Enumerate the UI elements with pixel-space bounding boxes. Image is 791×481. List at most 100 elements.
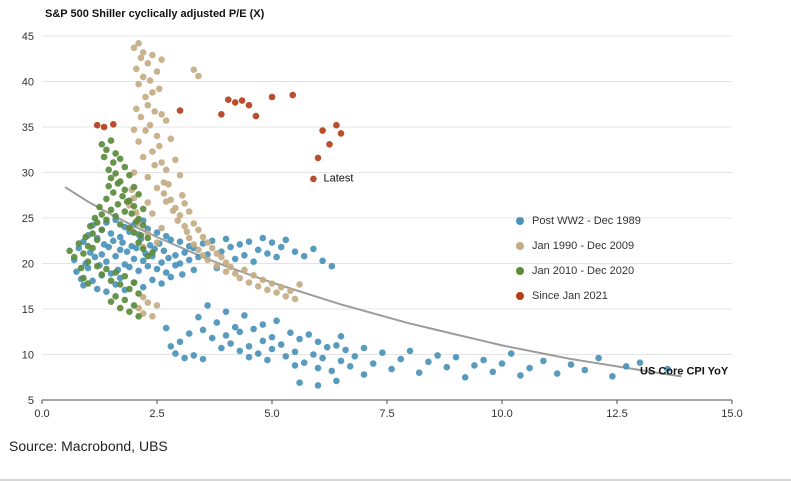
data-point <box>121 296 129 304</box>
data-point <box>151 161 158 169</box>
data-point <box>103 195 110 203</box>
data-point <box>162 324 170 332</box>
data-point <box>323 343 331 351</box>
data-point <box>98 141 106 148</box>
data-point <box>107 298 115 306</box>
data-point <box>89 230 96 237</box>
data-point <box>245 279 253 286</box>
data-point <box>181 354 188 362</box>
data-point <box>195 246 202 254</box>
data-point <box>139 73 147 81</box>
data-point <box>179 192 186 199</box>
data-point <box>146 242 154 249</box>
x-tick-label: 2.5 <box>149 408 164 420</box>
y-tick-label: 10 <box>22 350 34 362</box>
data-point <box>130 44 138 52</box>
data-point <box>153 68 161 75</box>
data-point <box>213 262 221 270</box>
data-point <box>158 159 165 166</box>
data-point <box>236 347 244 355</box>
data-point <box>342 346 349 354</box>
data-point <box>241 252 248 259</box>
data-point <box>181 200 188 207</box>
data-point <box>128 210 135 217</box>
x-tick-label: 12.5 <box>606 408 627 420</box>
data-point <box>241 266 248 274</box>
data-point <box>107 230 115 237</box>
data-point <box>326 141 333 148</box>
data-point <box>116 233 124 241</box>
data-point <box>172 204 179 212</box>
data-point <box>126 285 133 293</box>
data-point <box>162 269 170 276</box>
data-point <box>93 236 101 244</box>
data-point <box>130 255 138 263</box>
legend: Post WW2 - Dec 1989 Jan 1990 - Dec 2009 … <box>516 208 641 308</box>
data-point <box>153 239 161 246</box>
data-point <box>208 334 216 342</box>
data-point <box>406 347 414 355</box>
data-point <box>116 281 124 288</box>
data-point <box>190 266 198 274</box>
data-point <box>636 359 644 367</box>
data-point <box>116 246 124 254</box>
y-tick-label: 20 <box>22 259 34 271</box>
data-point <box>116 221 124 228</box>
y-tick-label: 45 <box>22 31 34 43</box>
data-point <box>245 353 253 361</box>
data-point <box>144 60 152 67</box>
data-point <box>98 271 106 278</box>
data-point <box>110 121 117 128</box>
data-point <box>93 219 101 226</box>
data-point <box>291 348 299 356</box>
data-point <box>91 253 99 261</box>
data-point <box>84 258 92 266</box>
x-tick-label: 15.0 <box>721 408 742 420</box>
data-point <box>70 253 78 261</box>
data-point <box>153 229 161 236</box>
legend-label: Jan 2010 - Dec 2020 <box>532 264 635 277</box>
data-point <box>126 197 133 204</box>
data-point <box>156 142 163 150</box>
data-point <box>153 184 161 192</box>
data-point <box>96 203 103 211</box>
data-point <box>110 237 117 245</box>
data-point <box>107 137 115 144</box>
data-point <box>296 281 303 288</box>
data-point <box>452 353 460 361</box>
data-point <box>238 97 246 104</box>
data-point <box>199 233 207 241</box>
data-point <box>236 274 244 282</box>
data-point <box>144 101 152 109</box>
data-point <box>236 328 244 336</box>
data-point <box>107 277 115 285</box>
data-point <box>252 112 260 120</box>
data-point <box>245 343 253 350</box>
data-point <box>264 250 271 257</box>
data-point <box>103 288 110 296</box>
data-point <box>360 344 368 352</box>
data-point <box>296 379 303 387</box>
data-point <box>139 293 147 301</box>
data-point <box>300 359 308 367</box>
data-point <box>110 189 117 196</box>
data-point <box>190 220 198 227</box>
data-point <box>195 226 202 234</box>
legend-label: Post WW2 - Dec 1989 <box>532 214 641 227</box>
data-point <box>268 280 276 287</box>
data-point <box>185 256 193 264</box>
series-3 <box>93 91 345 183</box>
legend-marker-postww2 <box>516 216 524 225</box>
data-point <box>245 101 253 109</box>
data-point <box>310 175 317 183</box>
data-point <box>149 51 156 59</box>
data-point <box>93 262 101 270</box>
data-point <box>181 249 188 256</box>
data-point <box>146 121 154 129</box>
data-point <box>112 269 119 276</box>
data-point <box>314 154 322 162</box>
data-point <box>112 252 119 260</box>
legend-label: Jan 1990 - Dec 2009 <box>532 239 635 252</box>
data-point <box>139 245 147 253</box>
data-point <box>291 362 299 369</box>
